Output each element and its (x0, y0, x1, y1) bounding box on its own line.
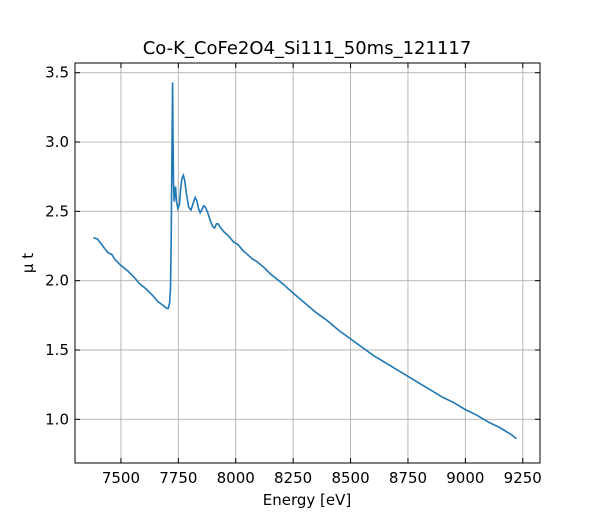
y-tick-label: 1.0 (45, 410, 69, 428)
y-tick-labels: 1.0 1.5 2.0 2.5 3.0 3.5 (45, 64, 69, 429)
y-tick-label: 1.5 (45, 341, 69, 359)
plot-frame (74, 62, 541, 464)
series-line (93, 82, 517, 440)
x-tick-label: 9000 (446, 469, 484, 487)
y-tick-label: 3.0 (45, 133, 69, 151)
y-tick-label: 2.0 (45, 272, 69, 290)
x-tick-label: 8250 (274, 469, 312, 487)
series-layer (93, 82, 517, 440)
x-tick-label: 8750 (389, 469, 427, 487)
x-axis-label: Energy [eV] (263, 491, 351, 509)
x-tick-labels: 7500 7750 8000 8250 8500 8750 9000 9250 (102, 469, 542, 487)
x-tick-label: 8000 (217, 469, 255, 487)
chart-title: Co-K_CoFe2O4_Si111_50ms_121117 (143, 38, 472, 59)
y-tick-label: 2.5 (45, 202, 69, 220)
axis-ticks (75, 63, 540, 463)
y-axis-label: μ t (19, 253, 37, 273)
x-tick-label: 7500 (102, 469, 140, 487)
x-tick-label: 7750 (159, 469, 197, 487)
grid-lines (75, 63, 540, 463)
y-tick-label: 3.5 (45, 64, 69, 82)
x-tick-label: 9250 (504, 469, 542, 487)
x-tick-label: 8500 (331, 469, 369, 487)
